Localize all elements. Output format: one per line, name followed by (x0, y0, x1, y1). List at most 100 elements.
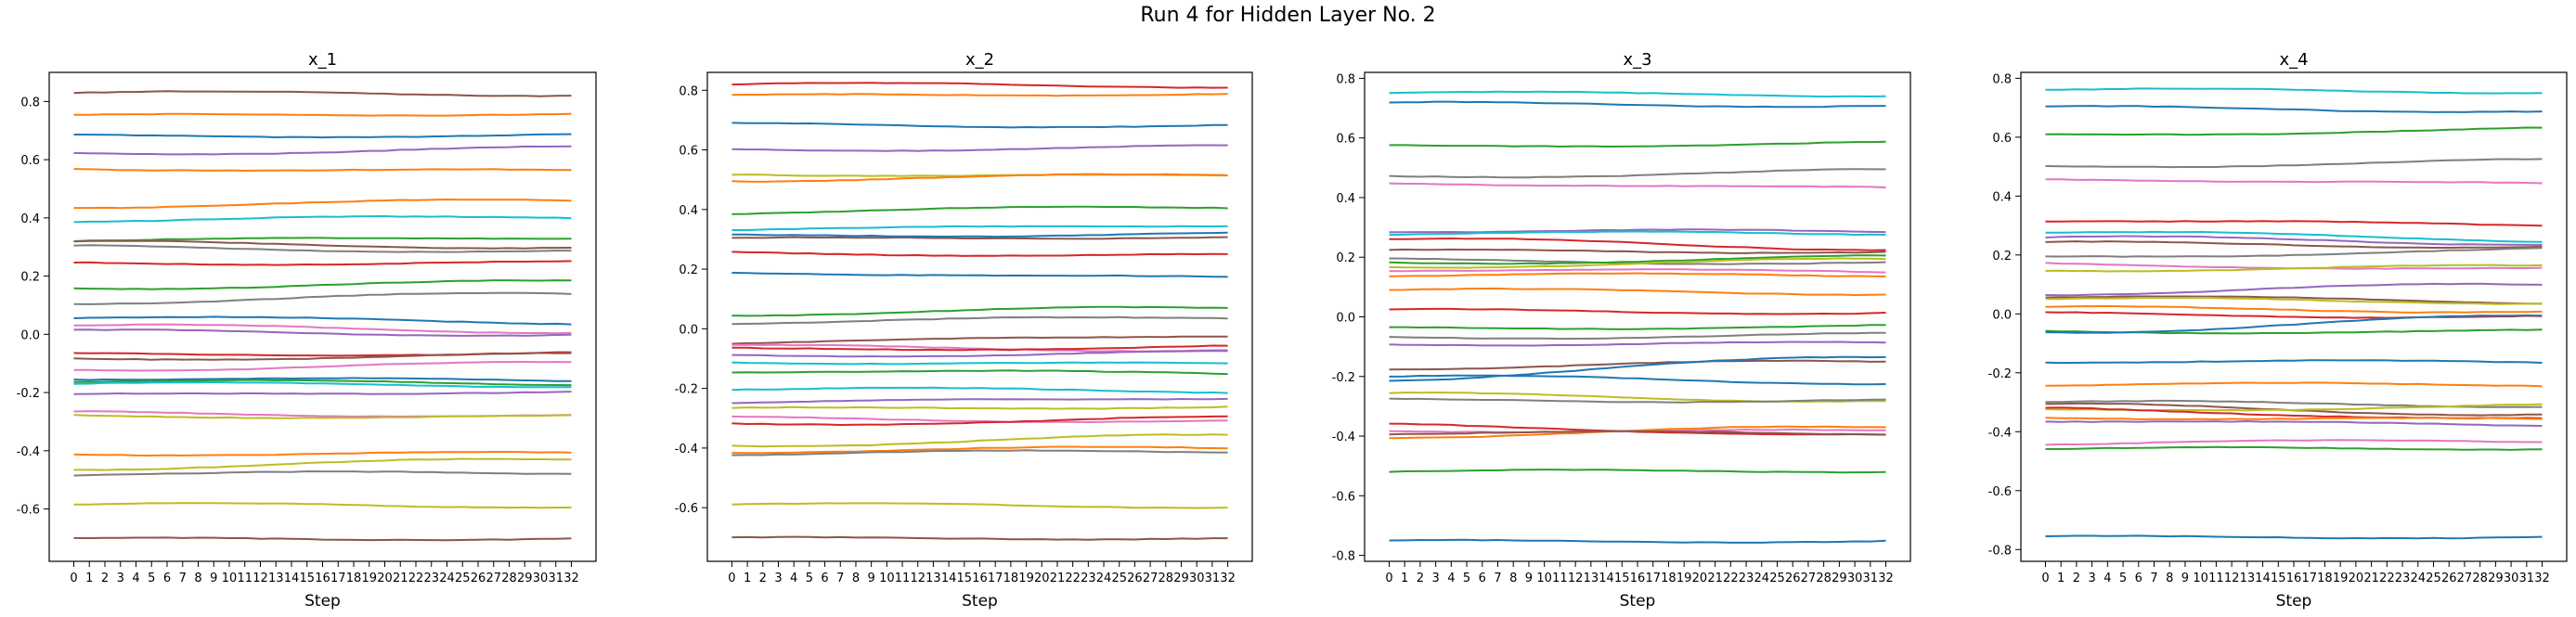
x-tick-label: 17 (1645, 572, 1661, 585)
x-tick-label: 32 (563, 572, 579, 585)
series-line-28 (2045, 439, 2543, 446)
y-tick-label: 0.6 (20, 154, 40, 168)
x-tick-label: 12 (910, 572, 926, 585)
series-line-28 (731, 449, 1228, 456)
x-tick-label: 22 (408, 572, 424, 585)
series-line-29 (2045, 445, 2543, 451)
series-line-9 (2045, 240, 2543, 249)
y-tick-label: 0.6 (1992, 132, 2012, 146)
x-tick-label: 0 (70, 572, 77, 585)
x-tick-label: 1 (2057, 572, 2065, 585)
x-tick-label: 15 (299, 572, 315, 585)
series-line-7 (1389, 230, 1886, 237)
x-tick-label: 19 (361, 572, 377, 585)
x-tick-label: 24 (1754, 572, 1769, 585)
x-tick-label: 15 (2271, 572, 2286, 585)
series-line-29 (731, 502, 1228, 509)
x-tick-label: 26 (471, 572, 486, 585)
x-tick-label: 0 (2041, 572, 2049, 585)
series-line-13 (2045, 282, 2543, 297)
series-group (73, 90, 572, 542)
y-tick-label: -0.6 (17, 504, 40, 518)
series-line-7 (731, 205, 1228, 215)
x-tick-label: 32 (2534, 572, 2550, 585)
series-line-10 (731, 231, 1228, 238)
x-tick-label: 2 (759, 572, 767, 585)
x-tick-label: 25 (1111, 572, 1127, 585)
y-tick-label: 0.4 (1336, 192, 1355, 206)
chart-title: x_2 (965, 50, 994, 70)
series-line-26 (73, 451, 572, 457)
x-tick-label: 29 (1832, 572, 1847, 585)
series-line-27 (731, 445, 1228, 455)
x-tick-label: 1 (1401, 572, 1408, 585)
x-tick-label: 17 (988, 572, 1003, 585)
series-line-11 (73, 260, 572, 266)
x-tick-label: 25 (1769, 572, 1785, 585)
series-line-7 (73, 214, 572, 224)
series-line-1 (731, 82, 1228, 89)
x-tick-label: 30 (533, 572, 549, 585)
y-tick-label: -0.4 (675, 443, 698, 456)
x-tick-label: 24 (439, 572, 455, 585)
series-line-5 (2045, 178, 2543, 185)
x-tick-label: 25 (2426, 572, 2441, 585)
x-tick-label: 7 (836, 572, 844, 585)
x-tick-label: 11 (1552, 572, 1568, 585)
y-tick-label: 0.6 (1336, 133, 1355, 147)
y-tick-label: -0.2 (675, 383, 698, 397)
series-line-19 (2045, 314, 2543, 334)
x-tick-label: 16 (972, 572, 988, 585)
series-line-4 (2045, 158, 2543, 169)
x-axis-label: Step (304, 592, 341, 611)
y-tick-label: 0.8 (20, 96, 40, 109)
series-line-3 (1389, 140, 1886, 148)
x-tick-label: 5 (1463, 572, 1470, 585)
x-tick-label: 10 (879, 572, 895, 585)
series-line-10 (2045, 247, 2543, 258)
x-tick-label: 27 (2457, 572, 2473, 585)
x-tick-label: 29 (2488, 572, 2504, 585)
series-line-1 (73, 90, 572, 97)
series-line-9 (1389, 248, 1886, 254)
x-tick-label: 3 (774, 572, 782, 585)
y-tick-label: -0.6 (1988, 485, 2012, 499)
x-tick-label: 1 (744, 572, 751, 585)
y-tick-label: -0.4 (1332, 431, 1355, 444)
x-tick-label: 4 (790, 572, 797, 585)
series-line-12 (2045, 264, 2543, 273)
x-tick-label: 15 (957, 572, 973, 585)
x-tick-label: 3 (1431, 572, 1439, 585)
x-tick-label: 26 (2441, 572, 2457, 585)
series-line-29 (1389, 469, 1886, 474)
series-line-13 (73, 291, 572, 305)
series-line-15 (73, 323, 572, 335)
y-tick-label: 0.6 (679, 145, 698, 159)
series-line-18 (1389, 331, 1886, 341)
x-tick-label: 17 (330, 572, 346, 585)
y-tick-label: 0.2 (1336, 251, 1355, 265)
x-tick-label: 20 (1692, 572, 1708, 585)
y-tick-label: -0.2 (1988, 367, 2012, 381)
series-line-20 (1389, 359, 1886, 371)
x-tick-label: 28 (1816, 572, 1832, 585)
x-tick-label: 5 (148, 572, 155, 585)
series-line-6 (2045, 220, 2543, 227)
series-line-6 (73, 198, 572, 210)
y-tick-label: -0.2 (17, 387, 40, 401)
y-tick-label: 0.8 (1336, 72, 1355, 86)
x-tick-label: 17 (2301, 572, 2317, 585)
series-line-20 (2045, 359, 2543, 365)
series-line-21 (2045, 381, 2543, 388)
x-tick-label: 2 (1417, 572, 1424, 585)
x-axis-label: Step (1620, 592, 1656, 611)
y-tick-label: -0.2 (1332, 371, 1355, 385)
x-tick-label: 20 (377, 572, 393, 585)
series-line-23 (73, 391, 572, 395)
series-line-15 (731, 335, 1228, 345)
x-tick-label: 14 (941, 572, 957, 585)
y-tick-label: 0.0 (20, 328, 40, 342)
series-line-18 (731, 350, 1228, 358)
x-tick-label: 10 (1536, 572, 1552, 585)
series-line-26 (2045, 417, 2543, 420)
